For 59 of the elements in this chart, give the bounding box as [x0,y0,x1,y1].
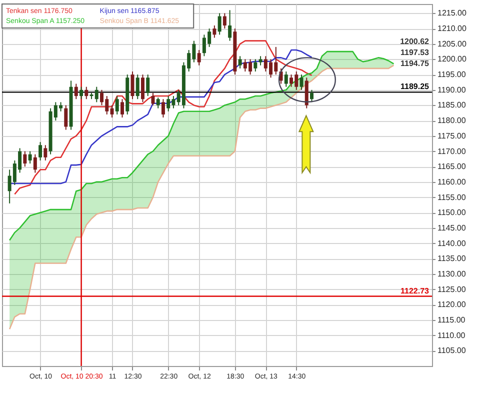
y-tick-label: 1145.00 [438,223,466,232]
candlestick [197,50,201,66]
text: 1197.53 [400,48,430,57]
y-tick-label: 1135.00 [438,254,466,264]
candlestick [136,74,140,100]
y-tick-label: 1105.00 [438,346,466,356]
y-tick-label: 1215.00 [438,8,467,18]
candlestick [146,74,150,97]
candlestick [115,96,119,115]
candlestick [212,24,216,38]
y-tick-label: 1140.00 [438,238,466,248]
candlestick [151,92,155,106]
candlestick [110,104,114,118]
candlestick [218,12,222,36]
y-tick-label: 1200.00 [438,54,467,64]
candlestick [33,154,37,174]
y-tick-label: 1160.00 [438,177,466,186]
y-tick-label: 1185.00 [438,100,466,110]
candlestick [238,56,242,69]
candlestick [120,98,124,118]
y-tick-label: 1195.00 [438,70,466,80]
candlestick [74,83,78,100]
candlestick [284,70,288,88]
text: 1200.62 [400,37,430,46]
y-tick-label: 1120.00 [438,300,466,310]
candlestick [130,70,134,100]
ref-line-label: 1189.25 [400,82,430,92]
y-tick-label: 1130.00 [438,269,466,278]
candlestick [258,56,262,66]
y-tick-label: 1110.00 [438,330,466,340]
candlestick [161,98,165,118]
candlestick [80,86,84,100]
y-tick-label: 1150.00 [438,208,466,218]
ref-line-label: 1122.73 [400,286,430,296]
text: 1194.75 [400,59,430,68]
y-tick-label: 1190.00 [438,85,466,94]
candlestick [300,74,304,90]
y-tick-label: 1205.00 [438,39,467,48]
y-tick-label: 1155.00 [438,192,466,202]
candlestick [28,150,32,164]
y-tick-label: 1210.00 [438,24,467,34]
candlestick [23,150,27,168]
y-tick-label: 1170.00 [438,146,466,156]
y-tick-label: 1125.00 [438,284,466,294]
candlestick [38,142,42,161]
y-tick-label: 1180.00 [438,116,466,126]
candlestick [254,58,258,72]
y-tick-label: 1115.00 [438,315,466,324]
candlestick [140,74,144,103]
candlestick [64,104,68,130]
y-tick-label: 1175.00 [438,131,466,140]
candlestick [156,97,160,109]
candlestick [84,86,88,100]
candlestick [310,89,314,103]
line-series [8,50,394,241]
candlestick [44,144,48,161]
candlestick [222,12,226,30]
y-tick-label: 1165.00 [438,162,466,172]
candlestick [228,10,232,42]
